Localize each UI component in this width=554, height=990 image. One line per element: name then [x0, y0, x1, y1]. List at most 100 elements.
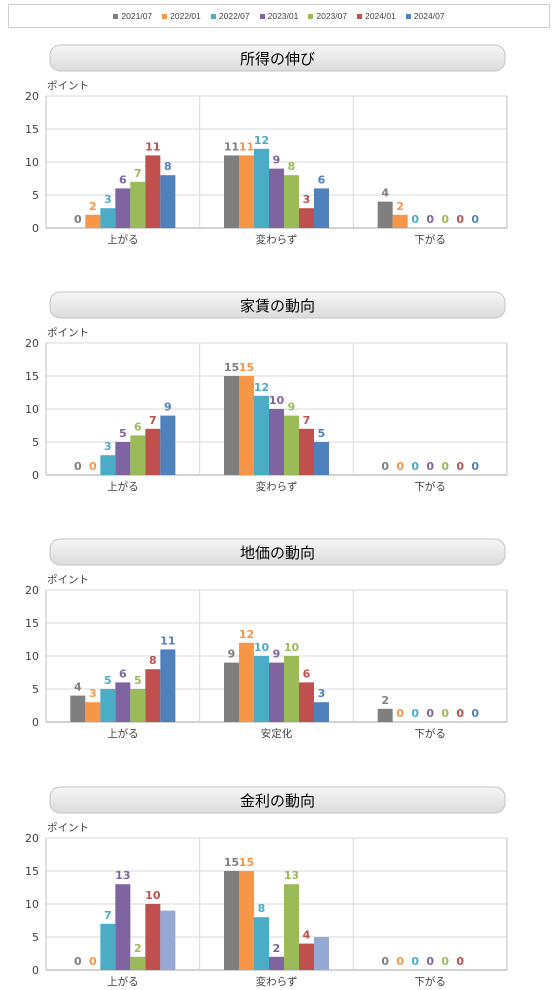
bar [239, 376, 254, 475]
data-label: 3 [303, 193, 311, 206]
data-label: 0 [74, 460, 82, 473]
chart-title: 家賃の動向 [240, 297, 315, 315]
data-label: 5 [318, 427, 326, 440]
legend-item: 2022/01 [162, 11, 201, 21]
bar [100, 689, 116, 722]
data-label: 0 [411, 955, 419, 968]
chart-title: 金利の動向 [240, 792, 315, 810]
data-label: 9 [273, 648, 281, 661]
x-category-label: 上がる [107, 975, 139, 988]
data-label: 6 [134, 420, 142, 433]
data-label: 9 [273, 154, 281, 167]
bar [130, 435, 146, 475]
legend-label: 2021/07 [121, 11, 153, 21]
x-category-label: 上がる [107, 233, 139, 246]
data-label: 0 [426, 955, 434, 968]
data-label: 0 [441, 955, 449, 968]
data-label: 3 [104, 440, 112, 453]
bar [254, 395, 269, 475]
data-label: 8 [149, 654, 157, 667]
bar [299, 428, 314, 475]
data-label: 5 [104, 674, 112, 687]
data-label: 0 [441, 707, 449, 720]
bar [160, 649, 176, 722]
bar [145, 428, 161, 475]
y-tick-label: 10 [25, 650, 39, 663]
data-label: 11 [145, 140, 160, 153]
bar [160, 910, 176, 970]
bar [115, 682, 131, 722]
data-label: 10 [284, 641, 300, 654]
x-category-label: 上がる [107, 727, 139, 740]
data-label: 0 [456, 707, 464, 720]
legend-swatch [113, 13, 119, 19]
bar [269, 168, 284, 228]
data-label: 6 [119, 173, 127, 186]
bar [314, 442, 329, 475]
y-tick-label: 15 [25, 617, 39, 630]
y-tick-label: 0 [32, 964, 39, 977]
y-tick-label: 20 [25, 90, 39, 103]
x-category-label: 下がる [414, 727, 446, 740]
bar [314, 702, 329, 722]
bar [269, 956, 284, 970]
y-tick-label: 10 [25, 156, 39, 169]
bar [377, 708, 393, 722]
data-label: 5 [134, 674, 142, 687]
data-label: 0 [396, 707, 404, 720]
legend-swatch [357, 13, 363, 19]
data-label: 7 [104, 909, 112, 922]
bar [100, 455, 116, 475]
data-label: 2 [134, 942, 142, 955]
y-tick-label: 0 [32, 222, 39, 235]
bar [269, 662, 284, 722]
x-category-label: 下がる [414, 233, 446, 246]
x-category-label: 変わらず [256, 233, 298, 246]
data-label: 0 [426, 707, 434, 720]
data-label: 2 [396, 200, 404, 213]
data-label: 15 [239, 856, 254, 869]
bar [145, 669, 161, 722]
bar [224, 871, 239, 970]
y-tick-label: 5 [32, 436, 39, 449]
legend-swatch [259, 13, 265, 19]
data-label: 10 [269, 394, 285, 407]
legend-item: 2023/07 [308, 11, 347, 21]
bar [299, 682, 314, 722]
legend-label: 2022/07 [218, 11, 250, 21]
data-label: 0 [426, 460, 434, 473]
bar [85, 702, 101, 722]
bar [239, 871, 254, 970]
data-label: 0 [381, 460, 389, 473]
data-label: 6 [119, 667, 127, 680]
data-label: 9 [288, 401, 296, 414]
bar [239, 155, 254, 228]
data-label: 12 [239, 628, 254, 641]
legend-item: 2021/07 [113, 11, 152, 21]
y-axis-label: ポイント [47, 822, 89, 834]
data-label: 0 [89, 460, 97, 473]
data-label: 0 [456, 213, 464, 226]
bar [299, 943, 314, 970]
y-tick-label: 0 [32, 469, 39, 482]
data-label: 0 [74, 213, 82, 226]
bar [115, 442, 131, 475]
data-label: 13 [115, 869, 130, 882]
bar [254, 656, 269, 722]
x-category-label: 変わらず [256, 975, 298, 988]
y-tick-label: 10 [25, 403, 39, 416]
legend-label: 2022/01 [170, 11, 201, 21]
chart-title-box [49, 291, 506, 319]
bar [224, 155, 239, 228]
bar [100, 923, 116, 970]
y-tick-label: 20 [25, 832, 39, 845]
data-label: 0 [396, 460, 404, 473]
bar [392, 214, 408, 228]
bar [239, 642, 254, 722]
data-label: 8 [288, 160, 296, 173]
data-label: 0 [411, 460, 419, 473]
data-label: 11 [239, 140, 254, 153]
bar [284, 656, 299, 722]
